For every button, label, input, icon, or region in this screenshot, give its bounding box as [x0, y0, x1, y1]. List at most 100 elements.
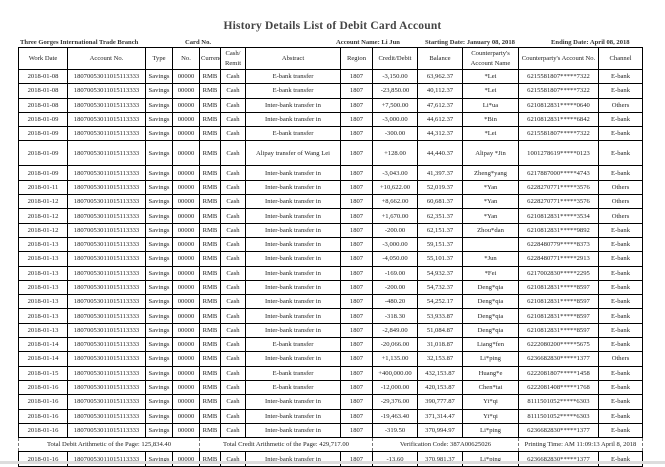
- table-cell: Cash: [220, 222, 246, 238]
- table-cell: Savings: [145, 68, 173, 85]
- table-cell: 1807: [340, 322, 373, 339]
- table-cell: 1807: [340, 222, 373, 238]
- table-cell: 1001278619*****0123: [518, 140, 599, 167]
- table-cell: -3,150.00: [372, 68, 418, 85]
- table-cell: Cash: [220, 165, 246, 181]
- table-row: 2018-01-09 18070053011015113333 Savings 000…: [18, 140, 643, 167]
- table-cell: Cash: [220, 140, 246, 167]
- table-cell: E-bank: [598, 322, 643, 339]
- table-cell: Inter-bank transfer in: [245, 322, 341, 339]
- table-cell: 2018-01-14: [18, 351, 68, 367]
- table-cell: RMB: [199, 394, 221, 410]
- table-cell: Savings: [145, 422, 173, 439]
- table-cell: Li*ping: [462, 422, 519, 439]
- table-cell: 18070053011015113333: [67, 394, 146, 410]
- table-cell: RMB: [199, 251, 221, 267]
- table-cell: Others: [598, 97, 643, 113]
- table-cell: 18070053011015113333: [67, 422, 146, 439]
- table-row: 2018-01-14 18070053011015113333 Savings 000…: [18, 351, 643, 367]
- table-cell: 00000: [172, 294, 200, 310]
- table-cell: 2018-01-13: [18, 265, 68, 281]
- table-row: 2018-01-12 18070053011015113333 Savings 000…: [18, 194, 643, 210]
- table-cell: 6217887000*****4743: [518, 165, 599, 181]
- totals-row: Total Debit Arithmetic of the Page: 125,…: [18, 437, 643, 453]
- table-row: 2018-01-16 18070053011015113333 Savings 000…: [18, 408, 643, 424]
- table-cell: 00000: [172, 140, 200, 167]
- column-header: Counterparty's Account No.: [518, 47, 599, 70]
- table-cell: -20,066.00: [372, 337, 418, 353]
- table-cell: Cash: [220, 126, 246, 142]
- table-cell: Cash: [220, 379, 246, 396]
- table-cell: Inter-bank transfer in: [245, 265, 341, 281]
- table-cell: E-bank: [598, 337, 643, 353]
- table-row: 2018-01-16 18070053011015113333 Savings 000…: [18, 394, 643, 410]
- table-cell: Cash: [220, 365, 246, 381]
- table-cell: Savings: [145, 83, 173, 99]
- table-cell: 60,681.37: [417, 194, 463, 210]
- table-cell: [462, 236, 519, 253]
- table-cell: RMB: [199, 126, 221, 142]
- table-cell: 6236682830*****1377: [518, 422, 599, 439]
- table-cell: Cash: [220, 97, 246, 113]
- table-cell: Cash: [220, 308, 246, 324]
- account-name: Account Name: Li Jun: [336, 39, 400, 46]
- table-cell: Inter-bank transfer in: [245, 236, 341, 253]
- table-cell: *Fei: [462, 265, 519, 281]
- table-cell: 6236682830*****1377: [518, 351, 599, 367]
- table-row: 2018-01-15 18070053011015113333 Savings 000…: [18, 365, 643, 381]
- table-cell: 2018-01-13: [18, 279, 68, 296]
- table-cell: 40,112.37: [417, 83, 463, 99]
- table-cell: Cash: [220, 111, 246, 128]
- table-cell: Savings: [145, 208, 173, 224]
- table-cell: 00000: [172, 279, 200, 296]
- table-cell: 6210812831*****8597: [518, 322, 599, 339]
- table-cell: RMB: [199, 279, 221, 296]
- table-cell: E-bank: [598, 222, 643, 238]
- table-cell: E-bank: [598, 265, 643, 281]
- table-cell: -200.00: [372, 279, 418, 296]
- table-cell: *Yan: [462, 179, 519, 196]
- table-cell: Liang*fen: [462, 337, 519, 353]
- table-cell: 18070053011015113333: [67, 322, 146, 339]
- table-cell: 54,252.17: [417, 294, 463, 310]
- table-cell: RMB: [199, 83, 221, 99]
- table-cell: 2018-01-09: [18, 111, 68, 128]
- table-cell: -3,043.00: [372, 165, 418, 181]
- table-cell: Inter-bank transfer in: [245, 97, 341, 113]
- table-cell: Others: [598, 194, 643, 210]
- table-cell: Others: [598, 208, 643, 224]
- table-cell: 6215581807*****7322: [518, 83, 599, 99]
- table-row: 2018-01-09 18070053011015113333 Savings 000…: [18, 126, 643, 142]
- table-cell: Inter-bank transfer in: [245, 308, 341, 324]
- table-cell: 59,151.37: [417, 236, 463, 253]
- table-cell: 00000: [172, 208, 200, 224]
- table-cell: Inter-bank transfer in: [245, 351, 341, 367]
- table-cell: -13.60: [372, 451, 418, 467]
- table-cell: +1,135.00: [372, 351, 418, 367]
- table-cell: 00000: [172, 126, 200, 142]
- table-cell: Cash: [220, 279, 246, 296]
- table-cell: Cash: [220, 83, 246, 99]
- table-cell: 2018-01-14: [18, 337, 68, 353]
- table-cell: 1807: [340, 265, 373, 281]
- table-cell: 00000: [172, 251, 200, 267]
- table-cell: E-bank transfer: [245, 365, 341, 381]
- table-cell: 18070053011015113333: [67, 68, 146, 85]
- table-cell: E-bank: [598, 422, 643, 439]
- table-cell: 2018-01-13: [18, 251, 68, 267]
- table-row: 2018-01-13 18070053011015113333 Savings 000…: [18, 308, 643, 324]
- table-cell: 2018-01-16: [18, 394, 68, 410]
- column-header: Cash/ Remit: [220, 47, 246, 70]
- table-cell: 00000: [172, 351, 200, 367]
- table-cell: 44,312.37: [417, 126, 463, 142]
- table-cell: Savings: [145, 165, 173, 181]
- table-cell: 1807: [340, 308, 373, 324]
- table-cell: Savings: [145, 308, 173, 324]
- table-cell: RMB: [199, 97, 221, 113]
- table-cell: RMB: [199, 408, 221, 424]
- table-cell: Cash: [220, 351, 246, 367]
- table-row: 2018-01-09 18070053011015113333 Savings 000…: [18, 111, 643, 128]
- table-cell: Cash: [220, 422, 246, 439]
- table-cell: RMB: [199, 165, 221, 181]
- table-cell: 00000: [172, 265, 200, 281]
